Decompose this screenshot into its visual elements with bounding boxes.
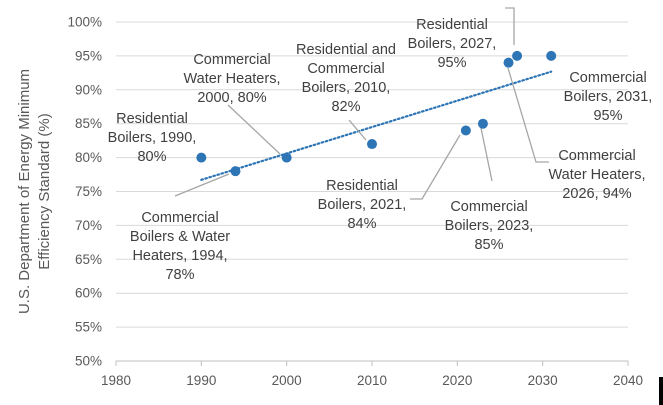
trendline-group	[200, 70, 553, 181]
data-label-line: Boilers, 2010,	[302, 80, 391, 96]
y-tick-label: 50%	[75, 354, 102, 369]
axes: 50% 55% 60% 65% 70% 75% 80% 85% 90% 95% 100% 1980 19…	[16, 15, 643, 389]
data-label-line: Residential and	[296, 42, 396, 58]
data-point	[460, 125, 471, 136]
data-label-line: Water Heaters,	[549, 167, 646, 183]
y-tick-label: 75%	[75, 184, 102, 199]
leader-line	[507, 67, 549, 163]
leader-line	[480, 127, 493, 182]
data-label-line: Boilers, 2021,	[318, 197, 407, 213]
data-label-line: Boilers, 2023,	[445, 218, 534, 234]
data-point	[512, 50, 523, 61]
data-label-line: Residential	[326, 178, 398, 194]
y-axis-title-line: U.S. Department of Energy Minimum	[16, 69, 33, 314]
data-label-line: Commercial	[558, 148, 635, 164]
y-tick-label: 60%	[75, 286, 102, 301]
data-label-line: Water Heaters,	[184, 71, 281, 87]
data-label-line: 2000, 80%	[197, 90, 266, 106]
point-labels: Residential Boilers, 1990, 80% Commercial Bo…	[108, 17, 653, 283]
x-tick-label: 2020	[442, 373, 472, 388]
x-tick-label: 2030	[528, 373, 558, 388]
data-point	[230, 166, 241, 177]
data-label-line: 80%	[137, 149, 166, 165]
data-label: Commercial Boilers & Water Heaters, 1994, 7…	[130, 210, 230, 283]
data-points	[196, 50, 557, 177]
leader-line	[227, 104, 281, 155]
data-label-line: Commercial	[450, 199, 527, 215]
data-label-line: Commercial	[569, 70, 646, 86]
data-label-line: Residential	[416, 17, 488, 33]
leader-line	[410, 134, 461, 200]
data-label-line: Boilers, 2031,	[564, 89, 653, 105]
data-label: Commercial Boilers, 2023, 85%	[445, 199, 534, 253]
data-label: Residential Boilers, 2021, 84%	[318, 178, 407, 232]
data-label: Commercial Boilers, 2031, 95%	[564, 70, 653, 124]
data-point	[477, 118, 488, 129]
y-axis-title-line: Efficiency Standard (%)	[36, 113, 53, 269]
y-tick-label: 55%	[75, 320, 102, 335]
data-label-line: Boilers, 2027,	[408, 36, 497, 52]
data-point	[281, 152, 292, 163]
y-tick-label: 100%	[67, 15, 102, 30]
y-tick-label: 65%	[75, 252, 102, 267]
data-label-line: 2026, 94%	[562, 186, 631, 202]
data-point	[546, 50, 557, 61]
y-tick-label: 80%	[75, 150, 102, 165]
data-point	[503, 57, 514, 68]
x-tick-label: 2010	[357, 373, 387, 388]
x-tick-label: 1980	[101, 373, 131, 388]
data-label: Residential and Commercial Boilers, 2010, 8…	[296, 42, 396, 115]
data-label-line: Commercial	[193, 52, 270, 68]
data-label-line: Commercial	[141, 210, 218, 226]
data-label-line: 95%	[437, 55, 466, 71]
data-point	[367, 139, 377, 150]
leader-line	[505, 7, 515, 45]
data-label: Commercial Water Heaters, 2000, 80%	[184, 52, 281, 106]
data-label-line: Heaters, 1994,	[132, 248, 227, 264]
data-label-line: Residential	[116, 111, 188, 127]
y-tick-label: 90%	[75, 82, 102, 97]
y-tick-label: 85%	[75, 116, 102, 131]
leader-line	[348, 119, 367, 141]
leader-line	[174, 173, 230, 197]
data-label: Residential Boilers, 1990, 80%	[108, 111, 197, 165]
y-tick-label: 95%	[75, 48, 102, 63]
data-point	[196, 152, 207, 163]
x-tick-label: 1990	[186, 373, 216, 388]
window-edge-marker	[659, 377, 663, 405]
data-label: Residential Boilers, 2027, 95%	[408, 17, 497, 71]
data-label: Commercial Water Heaters, 2026, 94%	[549, 148, 646, 202]
data-label-line: 84%	[347, 216, 376, 232]
data-label-line: 95%	[593, 108, 622, 124]
data-label-line: 82%	[331, 99, 360, 115]
data-label-line: 78%	[165, 267, 194, 283]
x-tick-label: 2000	[272, 373, 302, 388]
x-tick-label: 2040	[613, 373, 643, 388]
data-label-line: Boilers, 1990,	[108, 130, 197, 146]
leader-lines	[174, 7, 549, 200]
data-label-line: Commercial	[307, 61, 384, 77]
data-label-line: 85%	[474, 237, 503, 253]
y-axis-title: U.S. Department of Energy Minimum Efficie…	[16, 69, 53, 314]
y-tick-label: 70%	[75, 218, 102, 233]
trendline	[200, 70, 553, 181]
data-label-line: Boilers & Water	[130, 229, 230, 245]
